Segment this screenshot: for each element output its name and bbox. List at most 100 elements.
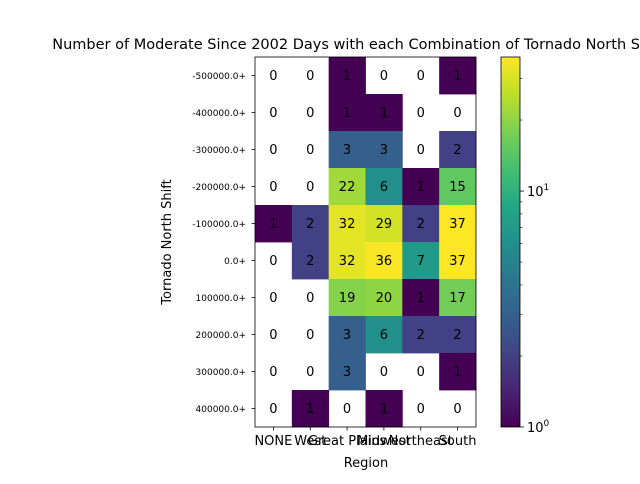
cell-value-label: 0 xyxy=(453,106,461,121)
cell-value-label: 0 xyxy=(343,402,351,417)
cell-value-label: 2 xyxy=(453,143,461,158)
cell-value-label: 1 xyxy=(417,291,425,306)
heatmap-cell xyxy=(365,205,403,243)
cell-value-label: 0 xyxy=(269,143,277,158)
heatmap-cell xyxy=(328,94,366,132)
y-tick-label: -200000.0+ xyxy=(192,183,246,193)
heatmap-cell xyxy=(365,316,403,354)
x-tick-label: Midwest xyxy=(357,434,411,449)
heatmap-cell xyxy=(402,168,440,206)
heatmap-cell xyxy=(365,168,403,206)
y-tick-label: -400000.0+ xyxy=(192,109,246,119)
cell-value-label: 1 xyxy=(343,106,351,121)
cell-value-label: 6 xyxy=(380,180,388,195)
cell-value-label: 29 xyxy=(376,217,393,232)
x-tick-label: NONE xyxy=(254,434,292,449)
heatmap-cell xyxy=(291,242,330,280)
heatmap-cell xyxy=(439,279,477,317)
cell-value-label: 1 xyxy=(453,69,461,84)
cell-value-label: 0 xyxy=(306,180,314,195)
cell-value-label: 32 xyxy=(339,217,356,232)
cell-value-label: 0 xyxy=(269,365,277,380)
heatmap-cell xyxy=(402,316,440,354)
cell-value-label: 1 xyxy=(453,365,461,380)
heatmap-cell xyxy=(328,168,366,206)
y-tick-label: 100000.0+ xyxy=(196,294,246,304)
cell-value-label: 0 xyxy=(417,143,425,158)
x-axis-label: Region xyxy=(344,456,389,471)
cell-value-label: 0 xyxy=(269,106,277,121)
cell-value-label: 0 xyxy=(417,402,425,417)
cell-value-label: 2 xyxy=(417,217,425,232)
heatmap-cell xyxy=(439,353,477,391)
cell-value-label: 19 xyxy=(339,291,356,306)
cell-value-label: 0 xyxy=(306,106,314,121)
y-tick-label: 300000.0+ xyxy=(196,368,246,378)
y-tick-label: -100000.0+ xyxy=(192,220,246,230)
heatmap-cell xyxy=(439,168,477,206)
plot-frame xyxy=(254,56,477,428)
heatmap-cell xyxy=(439,131,477,169)
cell-value-label: 37 xyxy=(449,254,466,269)
heatmap-cell xyxy=(255,205,293,243)
x-tick-label: West xyxy=(294,434,326,449)
cells-layer xyxy=(255,57,477,428)
cell-value-label: 6 xyxy=(380,328,388,343)
heatmap-cell xyxy=(402,205,440,243)
cell-value-label: 3 xyxy=(343,328,351,343)
heatmap-cell xyxy=(439,316,477,354)
cell-value-label: 1 xyxy=(417,180,425,195)
cell-value-label: 37 xyxy=(449,217,466,232)
heatmap-cell xyxy=(365,242,403,280)
cell-value-label: 2 xyxy=(306,217,314,232)
heatmap-cell xyxy=(328,316,366,354)
cell-value-label: 0 xyxy=(306,291,314,306)
cell-value-label: 20 xyxy=(376,291,393,306)
cell-value-label: 3 xyxy=(380,143,388,158)
y-axis-label: Tornado North Shift xyxy=(160,179,175,305)
cell-value-label: 1 xyxy=(380,402,388,417)
cell-value-label: 0 xyxy=(269,328,277,343)
y-tick-label: 400000.0+ xyxy=(196,405,246,415)
cell-value-label: 0 xyxy=(417,365,425,380)
heatmap-cell xyxy=(328,242,366,280)
colorbar-gradient xyxy=(500,56,521,428)
cell-value-label: 17 xyxy=(449,291,466,306)
cell-value-label: 1 xyxy=(343,69,351,84)
heatmap-cell xyxy=(365,131,403,169)
cell-value-label: 1 xyxy=(269,217,277,232)
heatmap-cell xyxy=(365,279,403,317)
cell-value-label: 32 xyxy=(339,254,356,269)
cell-value-label: 2 xyxy=(453,328,461,343)
y-tick-label: 200000.0+ xyxy=(196,331,246,341)
y-tick-label: 0.0+ xyxy=(224,257,246,267)
heatmap-cell xyxy=(328,205,366,243)
y-tick-label: -300000.0+ xyxy=(192,146,246,156)
cell-value-label: 1 xyxy=(306,402,314,417)
cell-value-label: 0 xyxy=(306,365,314,380)
cell-value-label: 3 xyxy=(343,143,351,158)
chart-title: Number of Moderate Since 2002 Days with … xyxy=(52,37,640,53)
heatmap-cell xyxy=(365,390,403,428)
colorbar-tick-label: 100 xyxy=(527,419,550,436)
cell-value-label: 0 xyxy=(417,69,425,84)
cell-value-label: 0 xyxy=(269,254,277,269)
heatmap-cell xyxy=(439,205,477,243)
heatmap-cell xyxy=(328,279,366,317)
cell-value-label: 36 xyxy=(376,254,393,269)
cell-value-label: 0 xyxy=(269,402,277,417)
cell-value-label: 0 xyxy=(453,402,461,417)
cell-value-label: 1 xyxy=(380,106,388,121)
cell-value-label: 0 xyxy=(417,106,425,121)
heatmap-cell xyxy=(291,390,330,428)
cell-value-label: 3 xyxy=(343,365,351,380)
heatmap-cell xyxy=(439,57,477,95)
cell-value-label: 0 xyxy=(306,143,314,158)
cell-value-label: 15 xyxy=(449,180,466,195)
cell-value-label: 0 xyxy=(306,69,314,84)
cell-value-label: 22 xyxy=(339,180,356,195)
x-tick-label: Great Plains xyxy=(308,434,387,449)
colorbar-tick-label: 101 xyxy=(527,183,549,200)
